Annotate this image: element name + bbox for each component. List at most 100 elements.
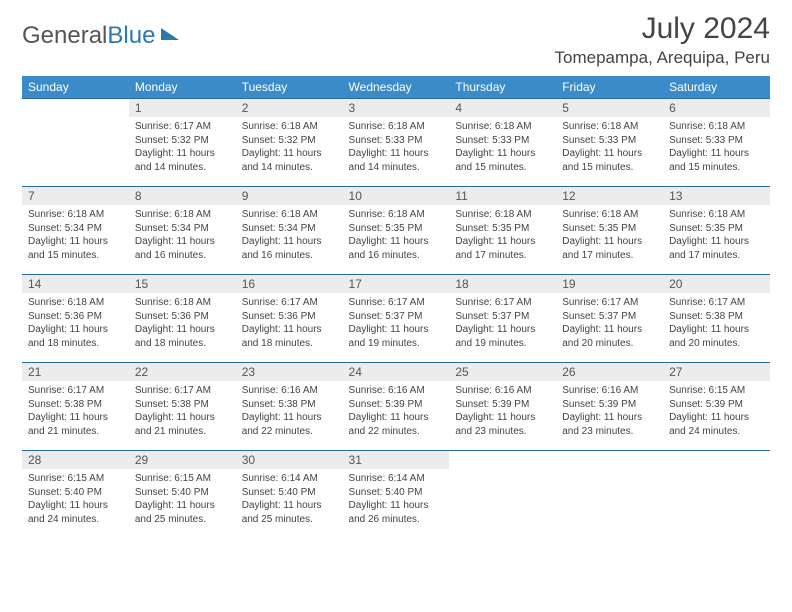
daylight-text-2: and 15 minutes. — [562, 161, 657, 175]
daylight-text-1: Daylight: 11 hours — [349, 323, 444, 337]
day-number — [556, 451, 663, 455]
calendar-day-cell: 15Sunrise: 6:18 AMSunset: 5:36 PMDayligh… — [129, 275, 236, 363]
calendar-day-cell: 26Sunrise: 6:16 AMSunset: 5:39 PMDayligh… — [556, 363, 663, 451]
sunrise-text: Sunrise: 6:17 AM — [349, 296, 444, 310]
logo-text-blue: Blue — [107, 22, 155, 49]
sunrise-text: Sunrise: 6:14 AM — [242, 472, 337, 486]
daylight-text-2: and 24 minutes. — [28, 513, 123, 527]
day-details: Sunrise: 6:17 AMSunset: 5:37 PMDaylight:… — [343, 293, 450, 354]
daylight-text-1: Daylight: 11 hours — [242, 235, 337, 249]
calendar-day-cell: 10Sunrise: 6:18 AMSunset: 5:35 PMDayligh… — [343, 187, 450, 275]
day-details: Sunrise: 6:17 AMSunset: 5:38 PMDaylight:… — [129, 381, 236, 442]
sunrise-text: Sunrise: 6:17 AM — [562, 296, 657, 310]
day-details: Sunrise: 6:16 AMSunset: 5:39 PMDaylight:… — [343, 381, 450, 442]
sunrise-text: Sunrise: 6:18 AM — [562, 208, 657, 222]
daylight-text-2: and 24 minutes. — [669, 425, 764, 439]
daylight-text-1: Daylight: 11 hours — [669, 147, 764, 161]
sunset-text: Sunset: 5:34 PM — [28, 222, 123, 236]
day-number: 2 — [236, 99, 343, 117]
daylight-text-1: Daylight: 11 hours — [669, 411, 764, 425]
day-details: Sunrise: 6:18 AMSunset: 5:35 PMDaylight:… — [556, 205, 663, 266]
logo: GeneralBlue — [22, 12, 179, 50]
daylight-text-1: Daylight: 11 hours — [349, 499, 444, 513]
calendar-day-cell: 20Sunrise: 6:17 AMSunset: 5:38 PMDayligh… — [663, 275, 770, 363]
daylight-text-1: Daylight: 11 hours — [242, 499, 337, 513]
day-details: Sunrise: 6:18 AMSunset: 5:35 PMDaylight:… — [343, 205, 450, 266]
calendar-day-cell — [449, 451, 556, 539]
daylight-text-2: and 15 minutes. — [28, 249, 123, 263]
daylight-text-1: Daylight: 11 hours — [28, 235, 123, 249]
day-number: 10 — [343, 187, 450, 205]
sunset-text: Sunset: 5:39 PM — [562, 398, 657, 412]
weekday-header: Monday — [129, 76, 236, 99]
day-details: Sunrise: 6:18 AMSunset: 5:32 PMDaylight:… — [236, 117, 343, 178]
daylight-text-2: and 14 minutes. — [135, 161, 230, 175]
calendar-week-row: 7Sunrise: 6:18 AMSunset: 5:34 PMDaylight… — [22, 187, 770, 275]
sunset-text: Sunset: 5:36 PM — [28, 310, 123, 324]
calendar-day-cell: 16Sunrise: 6:17 AMSunset: 5:36 PMDayligh… — [236, 275, 343, 363]
daylight-text-1: Daylight: 11 hours — [28, 411, 123, 425]
day-details: Sunrise: 6:14 AMSunset: 5:40 PMDaylight:… — [343, 469, 450, 530]
sunrise-text: Sunrise: 6:16 AM — [562, 384, 657, 398]
daylight-text-2: and 21 minutes. — [135, 425, 230, 439]
day-number: 15 — [129, 275, 236, 293]
sunset-text: Sunset: 5:38 PM — [135, 398, 230, 412]
calendar-day-cell: 9Sunrise: 6:18 AMSunset: 5:34 PMDaylight… — [236, 187, 343, 275]
daylight-text-1: Daylight: 11 hours — [562, 411, 657, 425]
daylight-text-1: Daylight: 11 hours — [135, 499, 230, 513]
day-details: Sunrise: 6:16 AMSunset: 5:38 PMDaylight:… — [236, 381, 343, 442]
sunrise-text: Sunrise: 6:18 AM — [135, 208, 230, 222]
daylight-text-2: and 17 minutes. — [562, 249, 657, 263]
sunset-text: Sunset: 5:37 PM — [349, 310, 444, 324]
calendar-day-cell: 1Sunrise: 6:17 AMSunset: 5:32 PMDaylight… — [129, 99, 236, 187]
sunrise-text: Sunrise: 6:18 AM — [562, 120, 657, 134]
sunset-text: Sunset: 5:40 PM — [28, 486, 123, 500]
daylight-text-2: and 26 minutes. — [349, 513, 444, 527]
sunrise-text: Sunrise: 6:18 AM — [669, 208, 764, 222]
calendar-day-cell — [556, 451, 663, 539]
day-number: 4 — [449, 99, 556, 117]
daylight-text-1: Daylight: 11 hours — [28, 499, 123, 513]
daylight-text-1: Daylight: 11 hours — [135, 411, 230, 425]
day-number: 16 — [236, 275, 343, 293]
day-details: Sunrise: 6:18 AMSunset: 5:36 PMDaylight:… — [22, 293, 129, 354]
day-number: 5 — [556, 99, 663, 117]
daylight-text-2: and 19 minutes. — [455, 337, 550, 351]
daylight-text-2: and 18 minutes. — [242, 337, 337, 351]
day-number: 28 — [22, 451, 129, 469]
sunset-text: Sunset: 5:39 PM — [669, 398, 764, 412]
day-number: 12 — [556, 187, 663, 205]
calendar-day-cell: 21Sunrise: 6:17 AMSunset: 5:38 PMDayligh… — [22, 363, 129, 451]
daylight-text-2: and 22 minutes. — [242, 425, 337, 439]
sunset-text: Sunset: 5:37 PM — [455, 310, 550, 324]
sunset-text: Sunset: 5:34 PM — [135, 222, 230, 236]
day-details: Sunrise: 6:17 AMSunset: 5:32 PMDaylight:… — [129, 117, 236, 178]
sunrise-text: Sunrise: 6:16 AM — [455, 384, 550, 398]
sunset-text: Sunset: 5:33 PM — [455, 134, 550, 148]
day-details: Sunrise: 6:17 AMSunset: 5:37 PMDaylight:… — [556, 293, 663, 354]
day-number — [449, 451, 556, 455]
sunrise-text: Sunrise: 6:15 AM — [135, 472, 230, 486]
calendar-day-cell: 28Sunrise: 6:15 AMSunset: 5:40 PMDayligh… — [22, 451, 129, 539]
sunrise-text: Sunrise: 6:16 AM — [349, 384, 444, 398]
daylight-text-1: Daylight: 11 hours — [135, 147, 230, 161]
calendar-day-cell: 30Sunrise: 6:14 AMSunset: 5:40 PMDayligh… — [236, 451, 343, 539]
sunrise-text: Sunrise: 6:18 AM — [242, 120, 337, 134]
calendar-day-cell: 11Sunrise: 6:18 AMSunset: 5:35 PMDayligh… — [449, 187, 556, 275]
calendar-day-cell: 19Sunrise: 6:17 AMSunset: 5:37 PMDayligh… — [556, 275, 663, 363]
daylight-text-1: Daylight: 11 hours — [669, 235, 764, 249]
daylight-text-2: and 25 minutes. — [135, 513, 230, 527]
day-number: 29 — [129, 451, 236, 469]
day-details: Sunrise: 6:18 AMSunset: 5:34 PMDaylight:… — [236, 205, 343, 266]
calendar-day-cell: 7Sunrise: 6:18 AMSunset: 5:34 PMDaylight… — [22, 187, 129, 275]
sunset-text: Sunset: 5:40 PM — [135, 486, 230, 500]
daylight-text-1: Daylight: 11 hours — [242, 411, 337, 425]
calendar-day-cell: 2Sunrise: 6:18 AMSunset: 5:32 PMDaylight… — [236, 99, 343, 187]
day-number: 20 — [663, 275, 770, 293]
month-title: July 2024 — [555, 12, 770, 46]
sunrise-text: Sunrise: 6:15 AM — [669, 384, 764, 398]
day-number: 23 — [236, 363, 343, 381]
day-number: 7 — [22, 187, 129, 205]
calendar-day-cell: 25Sunrise: 6:16 AMSunset: 5:39 PMDayligh… — [449, 363, 556, 451]
daylight-text-2: and 21 minutes. — [28, 425, 123, 439]
